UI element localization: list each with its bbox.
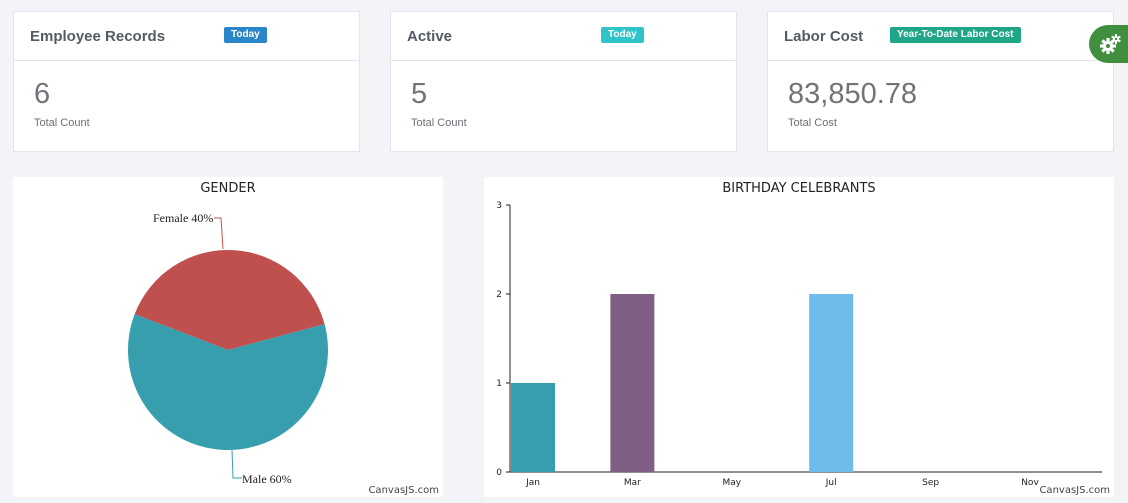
pie-slice-female[interactable] (134, 250, 325, 350)
birthday-bar-chart: 0 1 2 3 Jan Mar May Jul Sep Nov (496, 201, 1102, 488)
y-tick-label: 2 (496, 290, 502, 300)
active-count-value: 5 (411, 78, 428, 110)
chart-title: BIRTHDAY CELEBRANTS (722, 181, 876, 196)
employee-records-card: Employee Records Today 6 Total Count (13, 11, 360, 152)
canvasjs-credit-link[interactable]: CanvasJS.com (1039, 485, 1110, 496)
card-header: Labor Cost Year-To-Date Labor Cost (768, 12, 1113, 61)
labor-cost-card: Labor Cost Year-To-Date Labor Cost 83,85… (767, 11, 1114, 152)
gender-chart-panel: GENDER Female 40% Male 60% CanvasJS.com (13, 177, 443, 497)
ytd-labor-cost-badge: Year-To-Date Labor Cost (890, 27, 1021, 43)
total-cost-value: 83,850.78 (788, 78, 918, 110)
x-tick-label: Jul (825, 478, 837, 487)
x-tick-label: Sep (922, 478, 939, 487)
card-header: Active Today (391, 12, 736, 61)
total-cost-label: Total Cost (788, 117, 837, 129)
today-badge: Today (224, 27, 267, 43)
x-tick-label: Mar (624, 478, 641, 487)
canvasjs-credit-link[interactable]: CanvasJS.com (368, 485, 439, 496)
card-header: Employee Records Today (14, 12, 359, 61)
y-tick-label: 3 (496, 201, 502, 211)
birthday-chart-panel: BIRTHDAY CELEBRANTS 0 1 2 3 Jan Mar May Jul Sep N… (484, 177, 1114, 497)
pie-label-line (231, 449, 242, 479)
y-tick-label: 1 (496, 379, 502, 389)
x-tick-label: Jan (525, 478, 540, 487)
today-badge: Today (601, 27, 644, 43)
card-title: Active (407, 28, 453, 45)
x-tick-label: May (722, 478, 741, 487)
active-count-label: Total Count (411, 117, 467, 129)
y-tick-label: 0 (496, 468, 502, 478)
pie-label-male: Male 60% (242, 472, 292, 483)
total-count-label: Total Count (34, 117, 90, 129)
pie-label-line (214, 217, 224, 250)
chart-title: GENDER (200, 181, 256, 196)
gender-pie-chart: Female 40% Male 60% (128, 211, 328, 486)
total-count-value: 6 (34, 78, 51, 110)
pie-slice-male[interactable] (128, 314, 328, 450)
pie-label-female: Female 40% (153, 211, 213, 225)
card-title: Employee Records (30, 28, 166, 45)
x-tick-label: Nov (1021, 478, 1039, 487)
card-title: Labor Cost (784, 28, 864, 45)
settings-button[interactable] (1089, 25, 1128, 63)
bar-jul[interactable] (809, 294, 854, 472)
bar-mar[interactable] (610, 294, 655, 472)
active-card: Active Today 5 Total Count (390, 11, 737, 152)
bar-jan[interactable] (511, 383, 555, 472)
gears-icon (1100, 34, 1121, 54)
